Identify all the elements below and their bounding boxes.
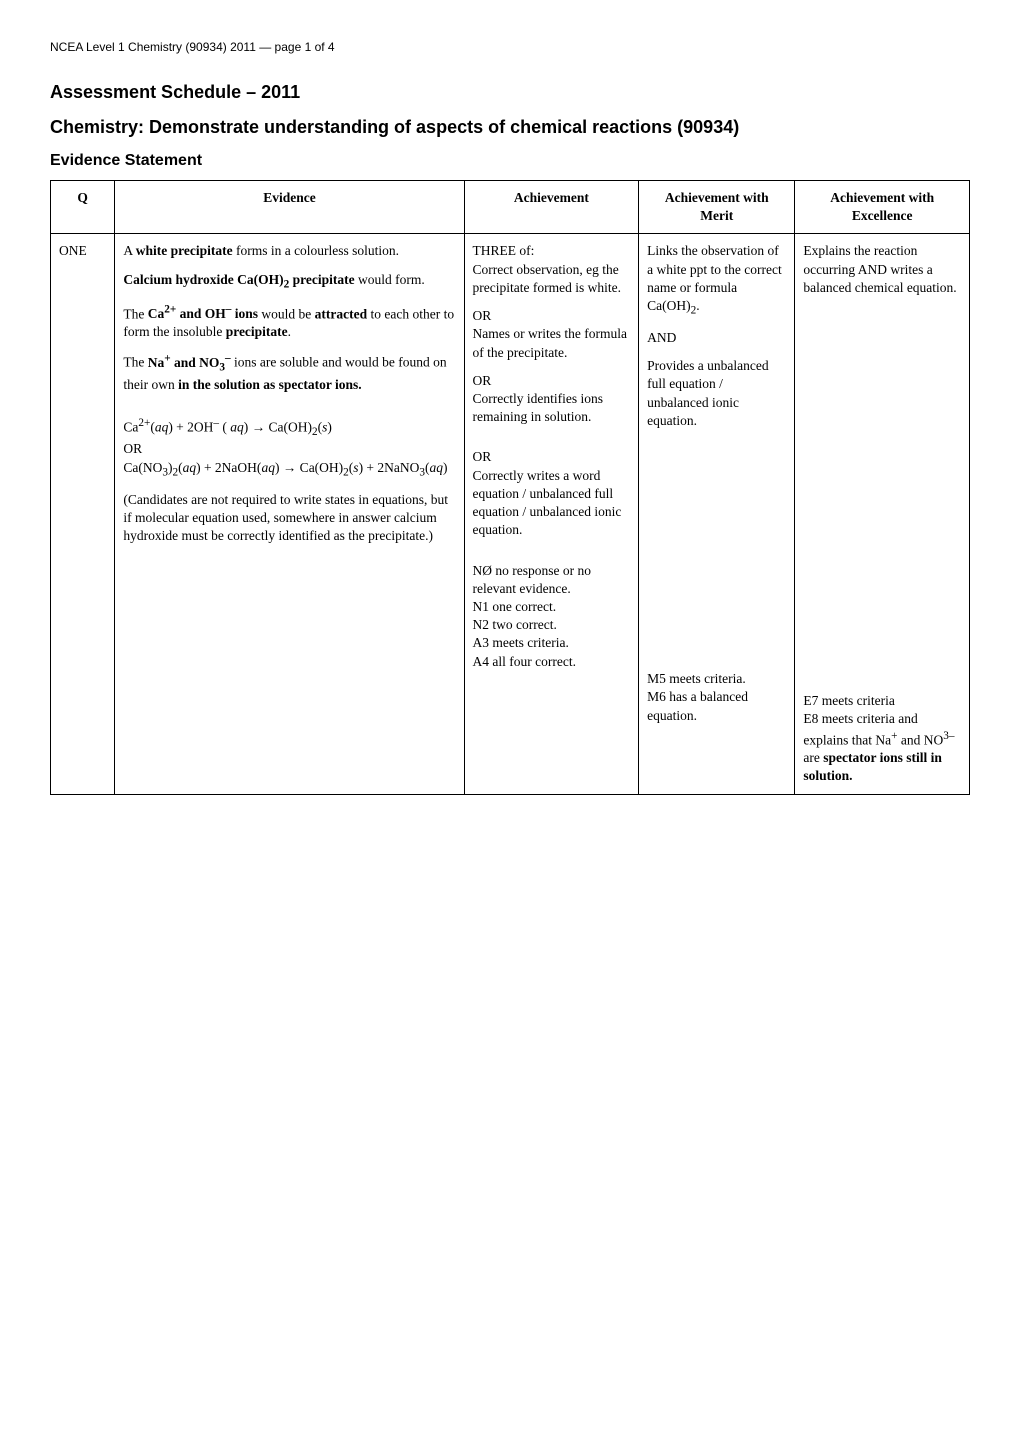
- merit-and: AND: [647, 329, 786, 347]
- evidence-p3: The Ca2+ and OH– ions would be attracted…: [123, 303, 455, 342]
- evidence-eq1: Ca2+(aq) + 2OH– ( aq) → Ca(OH)2(s): [123, 416, 455, 440]
- table-row: ONE A white precipitate forms in a colou…: [51, 234, 970, 794]
- ach-p2: Correct observation, eg the precipitate …: [473, 261, 631, 297]
- col-excellence: Achievement with Excellence: [795, 181, 970, 234]
- merit-m5: M5 meets criteria.: [647, 670, 786, 688]
- ach-or2: OR: [473, 372, 631, 390]
- evidence-or: OR: [123, 440, 455, 458]
- col-merit: Achievement with Merit: [639, 181, 795, 234]
- col-q: Q: [51, 181, 115, 234]
- merit-p2: Provides a unbalanced full equation / un…: [647, 357, 786, 430]
- assessment-title: Assessment Schedule – 2011: [50, 82, 970, 103]
- table-header-row: Q Evidence Achievement Achievement with …: [51, 181, 970, 234]
- ach-or3: OR: [473, 448, 631, 466]
- evidence-table: Q Evidence Achievement Achievement with …: [50, 180, 970, 795]
- col-achievement: Achievement: [464, 181, 639, 234]
- ach-or1: OR: [473, 307, 631, 325]
- ach-n0: NØ no response or no relevant evidence.: [473, 562, 631, 598]
- merit-p1: Links the observation of a white ppt to …: [647, 242, 786, 319]
- subject-title: Chemistry: Demonstrate understanding of …: [50, 117, 970, 138]
- ach-n2: N2 two correct.: [473, 616, 631, 634]
- page-header: NCEA Level 1 Chemistry (90934) 2011 — pa…: [50, 40, 970, 54]
- ach-n1: N1 one correct.: [473, 598, 631, 616]
- ach-p4: Correctly identifies ions remaining in s…: [473, 390, 631, 426]
- ach-a4: A4 all four correct.: [473, 653, 631, 671]
- evidence-p4: The Na+ and NO3– ions are soluble and wo…: [123, 351, 455, 394]
- evidence-heading: Evidence Statement: [50, 152, 970, 170]
- evidence-p1: A white precipitate forms in a colourles…: [123, 242, 455, 260]
- evidence-note: (Candidates are not required to write st…: [123, 491, 455, 546]
- cell-evidence: A white precipitate forms in a colourles…: [115, 234, 464, 794]
- merit-m6: M6 has a balanced equation.: [647, 688, 786, 724]
- exc-e7: E7 meets criteria: [803, 692, 961, 710]
- cell-merit: Links the observation of a white ppt to …: [639, 234, 795, 794]
- cell-achievement: THREE of: Correct observation, eg the pr…: [464, 234, 639, 794]
- ach-p1: THREE of:: [473, 242, 631, 260]
- col-evidence: Evidence: [115, 181, 464, 234]
- ach-a3: A3 meets criteria.: [473, 634, 631, 652]
- cell-q: ONE: [51, 234, 115, 794]
- evidence-p2: Calcium hydroxide Ca(OH)2 precipitate wo…: [123, 271, 455, 293]
- ach-p3: Names or writes the formula of the preci…: [473, 325, 631, 361]
- evidence-eq2: Ca(NO3)2(aq) + 2NaOH(aq) → Ca(OH)2(s) + …: [123, 459, 455, 481]
- exc-e8: E8 meets criteria and explains that Na+ …: [803, 710, 961, 785]
- ach-p5: Correctly writes a word equation / unbal…: [473, 467, 631, 540]
- cell-excellence: Explains the reaction occurring AND writ…: [795, 234, 970, 794]
- exc-p1: Explains the reaction occurring AND writ…: [803, 242, 961, 297]
